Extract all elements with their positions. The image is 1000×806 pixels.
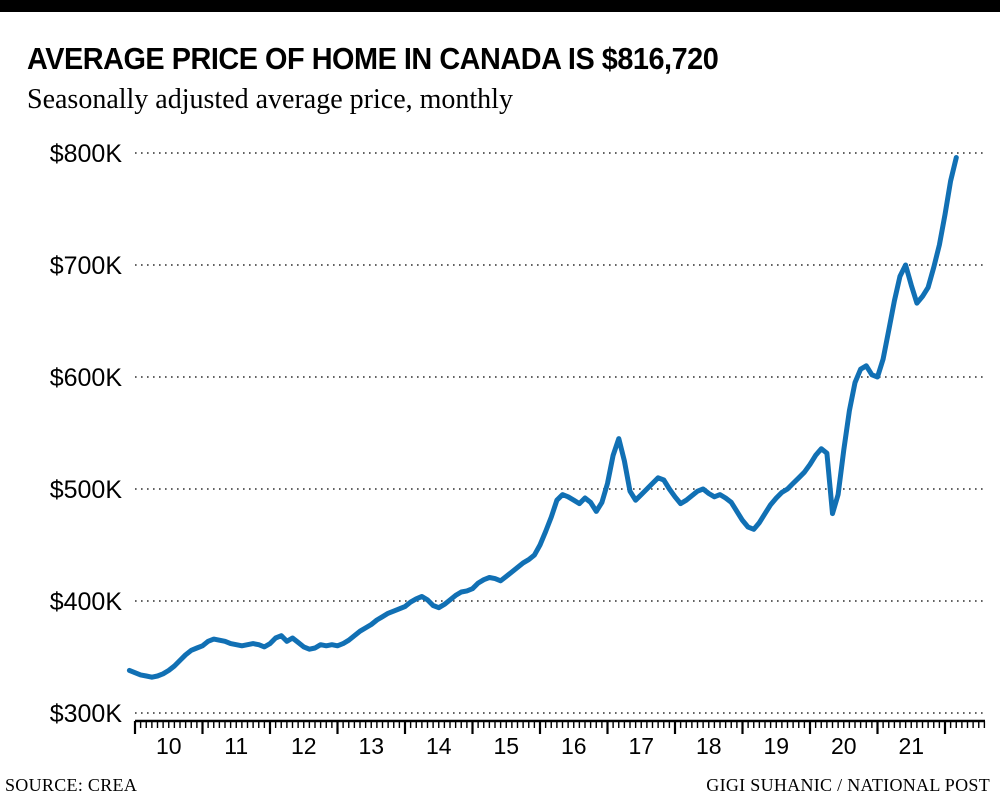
y-tick-label: $300K — [50, 700, 123, 728]
x-tick-label: 10 — [156, 733, 182, 759]
x-tick-label: 17 — [628, 733, 654, 759]
x-tick-label: 15 — [493, 733, 519, 759]
x-tick-label: 14 — [426, 733, 452, 759]
x-tick-label: 19 — [763, 733, 789, 759]
x-tick-label: 18 — [696, 733, 722, 759]
x-tick-label: 20 — [831, 733, 857, 759]
y-tick-label: $700K — [50, 252, 123, 280]
x-tick-label: 21 — [898, 733, 924, 759]
x-tick-label: 12 — [291, 733, 317, 759]
x-axis: 10 11 12 13 14 15 16 17 18 19 20 21 — [133, 719, 986, 759]
y-tick-label: $400K — [50, 588, 123, 616]
y-tick-label: $600K — [50, 364, 123, 392]
price-line-chart: $300K $400K $500K $600K $700K $800K 10 11 12 13 14… — [50, 140, 986, 759]
source-credit: SOURCE: CREA — [5, 775, 138, 795]
chart-title: AVERAGE PRICE OF HOME IN CANADA IS $816,… — [27, 41, 719, 76]
gridlines — [135, 152, 985, 714]
y-tick-label: $800K — [50, 140, 123, 168]
price-line — [126, 155, 959, 680]
chart-subtitle: Seasonally adjusted average price, month… — [27, 84, 513, 115]
x-tick-label: 16 — [561, 733, 587, 759]
y-tick-label: $500K — [50, 476, 123, 504]
author-credit: GIGI SUHANIC / NATIONAL POST — [706, 775, 990, 795]
top-accent-bar — [0, 0, 1000, 12]
y-axis-labels: $300K $400K $500K $600K $700K $800K — [50, 140, 123, 728]
x-tick-label: 11 — [224, 733, 248, 759]
x-tick-label: 13 — [358, 733, 384, 759]
